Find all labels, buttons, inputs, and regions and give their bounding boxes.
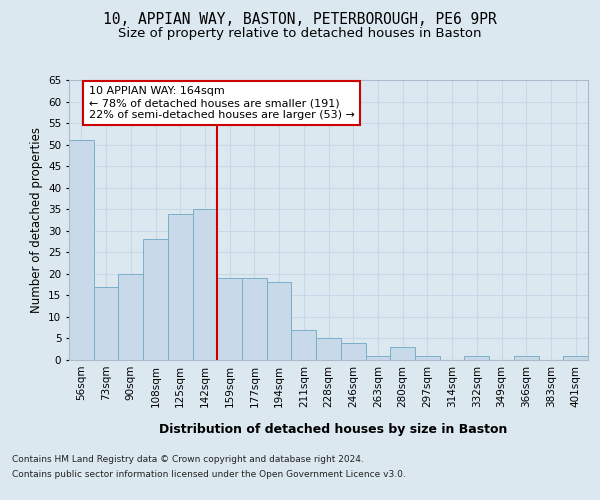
Bar	[316, 338, 341, 360]
Text: 10, APPIAN WAY, BASTON, PETERBOROUGH, PE6 9PR: 10, APPIAN WAY, BASTON, PETERBOROUGH, PE…	[103, 12, 497, 28]
Bar	[94, 287, 118, 360]
Text: Distribution of detached houses by size in Baston: Distribution of detached houses by size …	[159, 422, 507, 436]
Y-axis label: Number of detached properties: Number of detached properties	[29, 127, 43, 313]
Bar	[390, 347, 415, 360]
Text: Size of property relative to detached houses in Baston: Size of property relative to detached ho…	[118, 28, 482, 40]
Bar	[464, 356, 489, 360]
Bar	[341, 343, 365, 360]
Bar	[415, 356, 440, 360]
Bar	[168, 214, 193, 360]
Bar	[292, 330, 316, 360]
Bar	[365, 356, 390, 360]
Text: Contains HM Land Registry data © Crown copyright and database right 2024.: Contains HM Land Registry data © Crown c…	[12, 455, 364, 464]
Bar	[267, 282, 292, 360]
Text: Contains public sector information licensed under the Open Government Licence v3: Contains public sector information licen…	[12, 470, 406, 479]
Bar	[118, 274, 143, 360]
Bar	[514, 356, 539, 360]
Bar	[242, 278, 267, 360]
Bar	[563, 356, 588, 360]
Text: 10 APPIAN WAY: 164sqm
← 78% of detached houses are smaller (191)
22% of semi-det: 10 APPIAN WAY: 164sqm ← 78% of detached …	[89, 86, 355, 120]
Bar	[217, 278, 242, 360]
Bar	[143, 240, 168, 360]
Bar	[69, 140, 94, 360]
Bar	[193, 209, 217, 360]
